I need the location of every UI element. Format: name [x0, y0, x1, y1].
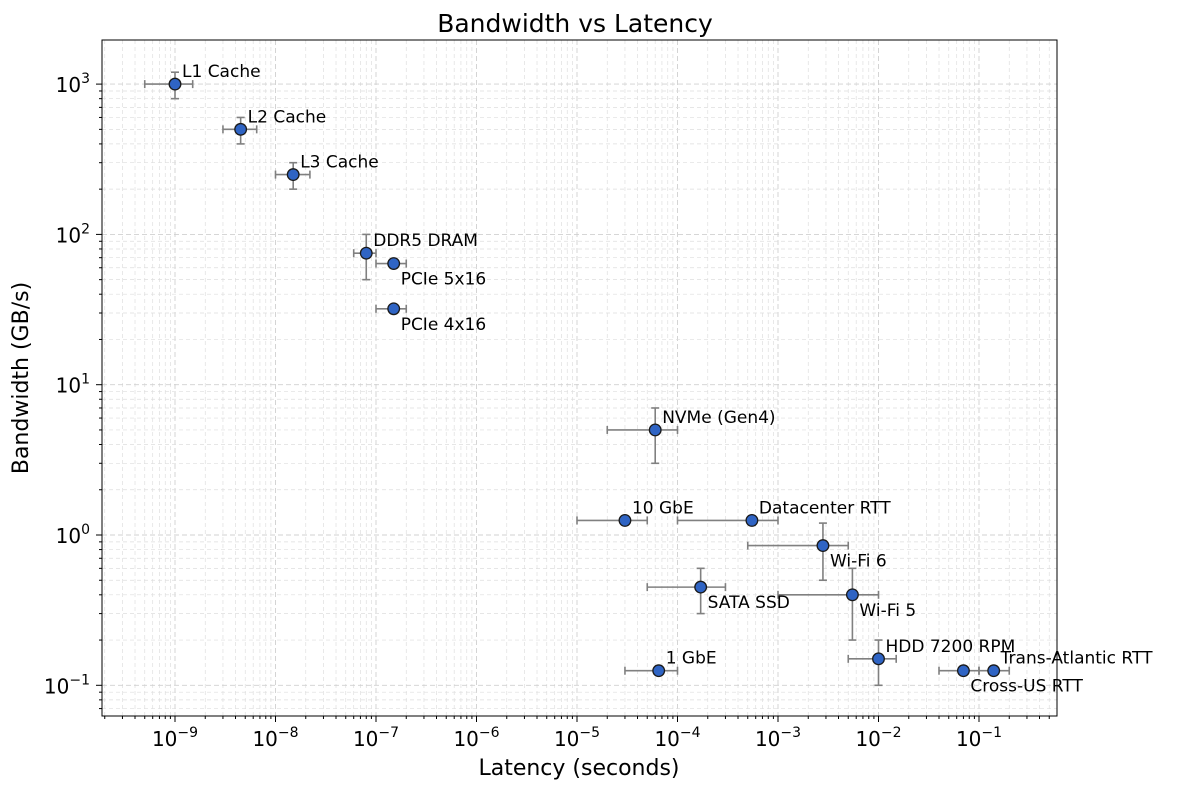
data-points — [168, 77, 1001, 678]
grid-lines — [102, 40, 1057, 716]
point-hdd-7200-rpm — [872, 652, 885, 666]
label-10-gbe: 10 GbE — [632, 498, 694, 518]
point-ddr5-dram — [359, 246, 373, 260]
point-cross-us-rtt — [956, 664, 970, 678]
x-tick-label: 10−5 — [554, 725, 600, 751]
point-sata-ssd — [694, 580, 708, 594]
point-l3-cache — [286, 168, 300, 182]
y-tick-label: 10−1 — [44, 672, 90, 698]
point-pcie-4x16 — [387, 302, 401, 316]
label-pcie-5x16: PCIe 5x16 — [401, 270, 487, 290]
label-nvme-gen4: NVMe (Gen4) — [662, 408, 775, 428]
label-datacenter-rtt: Datacenter RTT — [759, 498, 891, 518]
x-tick-label: 10−6 — [453, 725, 499, 751]
point-l1-cache — [168, 77, 182, 91]
point-10-gbe — [618, 513, 632, 527]
errorbar-wi-fi-5 — [777, 567, 880, 641]
label-l2-cache: L2 Cache — [248, 107, 327, 127]
point-pcie-5x16 — [387, 257, 401, 270]
label-trans-atlantic-rtt: Trans-Atlantic RTT — [1000, 649, 1153, 669]
label-sata-ssd: SATA SSD — [708, 593, 790, 613]
label-wi-fi-6: Wi-Fi 6 — [830, 552, 887, 572]
plot-frame — [101, 39, 1058, 717]
label-hdd-7200-rpm: HDD 7200 RPM — [886, 637, 1016, 657]
errorbar-1-gbe — [624, 666, 679, 675]
point-wi-fi-6 — [816, 539, 830, 553]
label-l1-cache: L1 Cache — [182, 62, 261, 82]
label-wi-fi-5: Wi-Fi 5 — [859, 601, 916, 621]
errorbar-10-gbe — [576, 516, 649, 525]
label-cross-us-rtt: Cross-US RTT — [970, 677, 1083, 697]
errorbar-datacenter-rtt — [676, 516, 779, 525]
x-tick-label: 10−9 — [152, 725, 198, 751]
chart-title: Bandwidth vs Latency — [437, 9, 713, 38]
y-axis-label: Bandwidth (GB/s) — [9, 282, 34, 474]
y-tick-label: 101 — [56, 372, 90, 398]
point-trans-atlantic-rtt — [987, 664, 1001, 678]
point-l2-cache — [234, 122, 248, 136]
x-tick-label: 10−7 — [353, 725, 399, 751]
label-1-gbe: 1 GbE — [666, 649, 717, 669]
y-tick-label: 102 — [56, 221, 90, 247]
point-wi-fi-5 — [845, 588, 859, 602]
axis-ticks: 10−9 10−8 10−7 10−6 10−5 10−4 10−3 10−2 10−1 10−1… — [44, 71, 1050, 751]
label-l3-cache: L3 Cache — [300, 153, 379, 173]
x-tick-label: 10−2 — [855, 725, 901, 751]
point-nvme-gen4 — [648, 423, 662, 437]
y-tick-label: 100 — [56, 522, 90, 548]
point-labels: L1 Cache L2 Cache L3 Cache DDR5 DRAM PCIe 5x… — [182, 62, 1153, 697]
x-tick-label: 10−4 — [654, 725, 700, 751]
x-tick-label: 10−8 — [252, 725, 298, 751]
error-bars — [143, 71, 1011, 687]
point-datacenter-rtt — [745, 513, 759, 527]
label-ddr5-dram: DDR5 DRAM — [373, 231, 478, 251]
x-tick-label: 10−1 — [956, 725, 1002, 751]
x-axis-label: Latency (seconds) — [478, 756, 679, 781]
label-pcie-4x16: PCIe 4x16 — [401, 315, 487, 335]
x-tick-label: 10−3 — [755, 725, 801, 751]
y-tick-label: 103 — [56, 71, 90, 97]
point-1-gbe — [652, 664, 666, 678]
